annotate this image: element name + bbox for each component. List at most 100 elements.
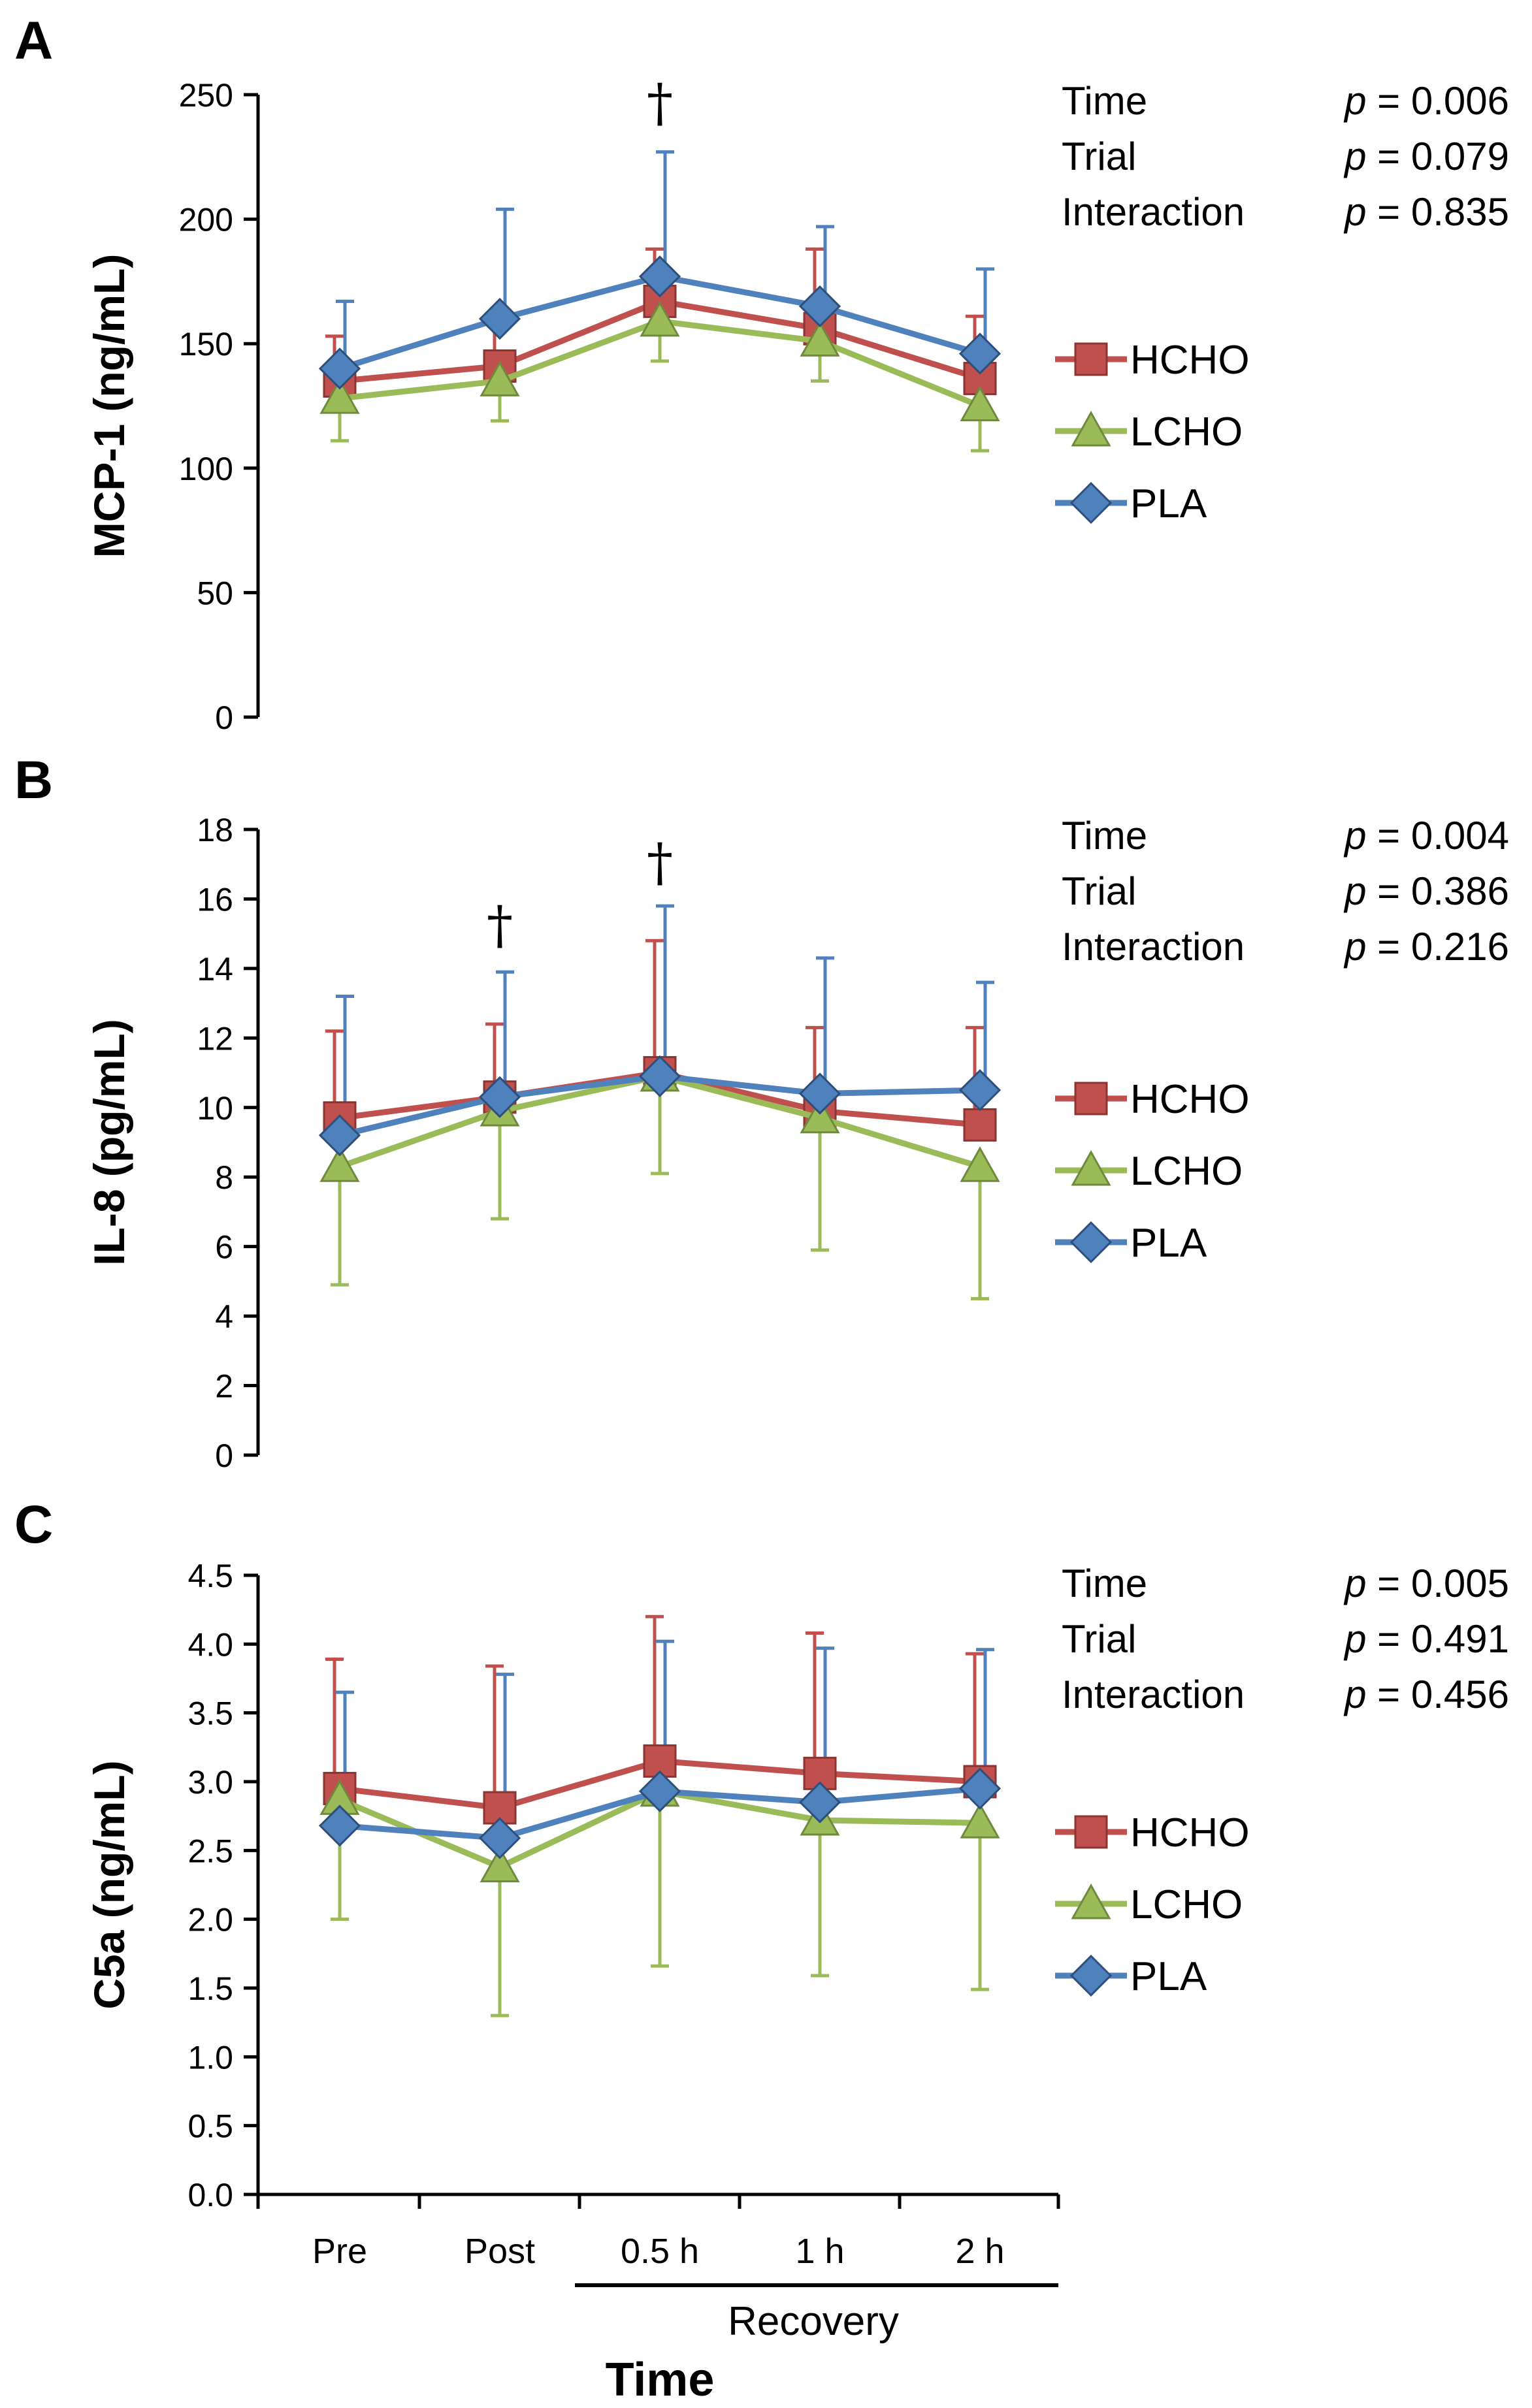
panel-b-errorbars-hcho <box>325 939 984 1125</box>
panel-c-legend-label-hcho: HCHO <box>1130 1810 1250 1855</box>
panel-b-stat-number-interaction: = 0.216 <box>1366 925 1509 969</box>
panel-c-stat-value-time: p = 0.005 <box>1343 1562 1509 1605</box>
panel-c-stat-label-trial: Trial <box>1062 1617 1136 1661</box>
panel-a-legend-hcho: HCHO <box>1055 338 1250 383</box>
panel-a-stat-label-trial: Trial <box>1062 135 1136 178</box>
panel-a-stat-number-time: = 0.006 <box>1366 79 1509 123</box>
panel-a-stat-p-time: p <box>1343 79 1366 123</box>
panel-b-stat-p-interaction: p <box>1343 925 1366 969</box>
panel-a-stat-p-trial: p <box>1343 135 1366 178</box>
panel-c-y-tick-label-1: 0.5 <box>187 2108 233 2145</box>
panel-b-legend-label-lcho: LCHO <box>1130 1149 1243 1194</box>
panel-a-legend-pla: PLA <box>1055 481 1207 526</box>
panel-a-y-axis-label: MCP-1 (ng/mL) <box>85 254 133 558</box>
panel-a-legend-marker-lcho <box>1071 410 1111 447</box>
panel-b-point-pla-0-5-h <box>638 1055 681 1097</box>
panel-a-stat-number-trial: = 0.079 <box>1366 135 1509 178</box>
panel-c-legend-marker-lcho <box>1071 1883 1111 1919</box>
panel-a: A 0 50 100 150 200 250 MCP-1 (ng/mL) † Time p = 0.… <box>14 11 1509 736</box>
panel-b-point-pla-pre <box>318 1114 361 1157</box>
recovery-label: Recovery <box>728 2299 899 2344</box>
panel-a-point-lcho-1-h <box>800 321 840 357</box>
panel-b-y-axis-label: IL-8 (pg/mL) <box>85 1019 133 1266</box>
panel-c-y-tick-label-6: 3.0 <box>187 1764 233 1801</box>
panel-c-y-tick-label-0: 0.0 <box>187 2177 233 2213</box>
panel-c-stat-number-interaction: = 0.456 <box>1366 1673 1509 1716</box>
panel-a-y-tick-label-3: 150 <box>179 326 233 362</box>
panel-b-y-tick-label-2: 4 <box>215 1298 233 1335</box>
panel-c-point-pla-1-h <box>798 1781 841 1823</box>
panel-a-legend-marker-hcho <box>1074 342 1108 376</box>
panel-a-series-lcho <box>319 300 1000 421</box>
panel-c-errorbars-hcho <box>325 1614 984 1808</box>
panel-a-legend-lcho: LCHO <box>1055 409 1243 455</box>
panel-b-y-tick-label-7: 14 <box>197 951 233 987</box>
panel-b-stat-label-trial: Trial <box>1062 869 1136 913</box>
panel-c-y-tick-label-2: 1.0 <box>187 2039 233 2076</box>
panel-c-legend-pla: PLA <box>1055 1954 1207 1999</box>
panel-a-point-pla-post <box>478 297 521 340</box>
panel-b-y-tick-label-3: 6 <box>215 1229 233 1266</box>
panel-a-stat-number-interaction: = 0.835 <box>1366 190 1509 234</box>
panel-c-point-pla-2-h <box>958 1767 1002 1810</box>
panel-b-y-tick-label-0: 0 <box>215 1437 233 1474</box>
panel-a-point-pla-2-h <box>958 332 1002 375</box>
x-axis-footer: Recovery Time <box>575 2283 1058 2406</box>
panel-c-stat-value-trial: p = 0.491 <box>1343 1617 1509 1661</box>
panel-b-legend-marker-hcho <box>1074 1082 1108 1116</box>
panel-b-letter: B <box>14 750 53 810</box>
panel-a-stat-label-interaction: Interaction <box>1062 190 1245 234</box>
panel-a-letter: A <box>14 11 53 71</box>
panel-b-stat-number-trial: = 0.386 <box>1366 869 1509 913</box>
panel-b-stat-value-time: p = 0.004 <box>1343 814 1509 858</box>
panel-a-stat-value-time: p = 0.006 <box>1343 79 1509 123</box>
panel-a-legend-label-pla: PLA <box>1130 481 1207 526</box>
panel-b-dagger-0: † <box>487 895 513 955</box>
panel-b-errorbars-pla <box>336 904 994 1136</box>
panel-a-y-tick-label-0: 0 <box>215 699 233 736</box>
x-tick-label-2-h: 2 h <box>955 2232 1004 2271</box>
panel-c-stat-p-time: p <box>1343 1562 1366 1605</box>
panel-c-errorbars-lcho <box>331 1791 989 2017</box>
panel-a-legend-marker-pla <box>1069 481 1113 524</box>
panel-b-stat-value-trial: p = 0.386 <box>1343 869 1509 913</box>
panel-a-point-pla-pre <box>318 347 361 390</box>
panel-a-y-tick-label-5: 250 <box>179 77 233 114</box>
panel-c-y-tick-label-4: 2.0 <box>187 1902 233 1938</box>
panel-b-legend-marker-lcho <box>1071 1149 1111 1186</box>
panel-c-y-tick-label-3: 1.5 <box>187 1970 233 2007</box>
panel-b-legend-label-hcho: HCHO <box>1130 1077 1250 1122</box>
panel-c-legend-label-pla: PLA <box>1130 1954 1207 1999</box>
panel-c-stat-p-interaction: p <box>1343 1673 1366 1716</box>
panel-b-series-pla <box>318 1055 1002 1157</box>
panel-c-legend-marker-pla <box>1069 1954 1113 1997</box>
panel-c-letter: C <box>14 1495 53 1554</box>
panel-b-stat-label-interaction: Interaction <box>1062 925 1245 969</box>
panel-c-series-pla <box>318 1767 1002 1859</box>
panel-c-errorbars-pla <box>336 1639 994 1838</box>
panel-c-point-pla-pre <box>318 1805 361 1847</box>
panel-c-y-tick-label-5: 2.5 <box>187 1833 233 1869</box>
panel-c-stat-value-interaction: p = 0.456 <box>1343 1673 1509 1716</box>
panel-c-legend-label-lcho: LCHO <box>1130 1882 1243 1927</box>
x-axis-title: Time <box>606 2354 715 2406</box>
panel-a-point-lcho-0-5-h <box>640 300 680 337</box>
panel-c-stat-p-trial: p <box>1343 1617 1366 1661</box>
panel-a-point-lcho-pre <box>319 377 360 414</box>
panel-b-stat-p-trial: p <box>1343 869 1366 913</box>
x-tick-label-0-5-h: 0.5 h <box>621 2232 699 2271</box>
panel-c-legend-hcho: HCHO <box>1055 1810 1250 1855</box>
panel-a-legend-label-lcho: LCHO <box>1130 409 1243 455</box>
panel-b: B 0 2 4 6 8 10 12 14 16 18 IL-8 (pg/mL) † † Time p = 0.… <box>14 750 1509 1474</box>
panel-a-stat-label-time: Time <box>1062 79 1147 123</box>
panel-c-legend-marker-hcho <box>1074 1815 1108 1849</box>
panel-c-point-lcho-post <box>480 1846 520 1883</box>
panel-b-y-tick-label-5: 10 <box>197 1090 233 1127</box>
panel-a-point-pla-1-h <box>798 285 841 328</box>
panel-c-legend-lcho: LCHO <box>1055 1882 1243 1927</box>
panel-a-y-tick-label-4: 200 <box>179 202 233 238</box>
panel-b-point-hcho-2-h <box>963 1108 997 1142</box>
panel-a-errorbars-pla <box>336 150 994 369</box>
panel-b-stat-p-time: p <box>1343 814 1366 858</box>
